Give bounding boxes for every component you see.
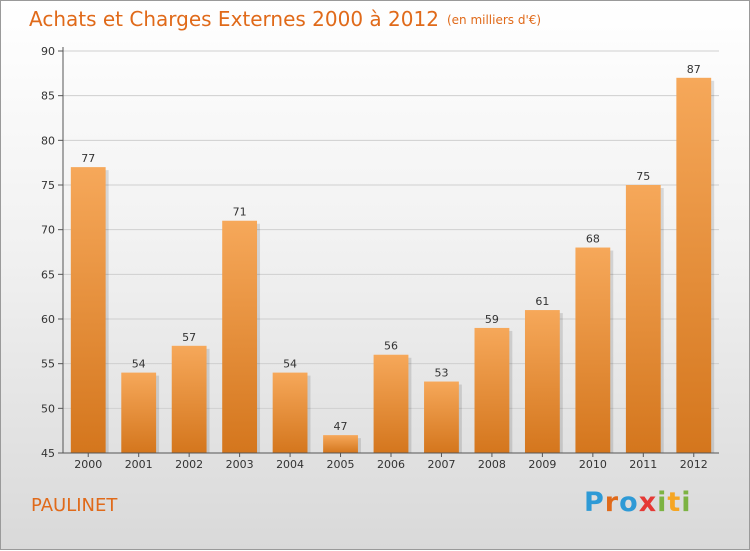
bar	[575, 247, 611, 453]
bar	[524, 310, 560, 453]
logo-letter: r	[604, 487, 620, 518]
chart-unit: (en milliers d'€)	[446, 13, 542, 27]
x-tick-label: 2003	[226, 458, 254, 471]
bar	[474, 327, 510, 453]
bar-value-label: 68	[586, 233, 600, 246]
bar	[676, 77, 712, 454]
x-tick-label: 2000	[74, 458, 102, 471]
bar	[373, 354, 409, 453]
x-tick-label: 2009	[528, 458, 556, 471]
logo-letter: P	[584, 487, 605, 518]
bar	[424, 381, 459, 453]
bar	[70, 167, 106, 453]
bar-value-label: 57	[182, 331, 196, 344]
y-tick-label: 90	[41, 45, 55, 58]
y-tick-label: 65	[41, 268, 55, 281]
commune-name: PAULINET	[31, 495, 118, 516]
bar-value-label: 54	[283, 358, 297, 371]
bar	[625, 185, 661, 453]
bar-value-label: 59	[485, 313, 499, 326]
bar-value-label: 61	[535, 295, 549, 308]
x-tick-label: 2002	[175, 458, 203, 471]
bars	[70, 77, 715, 454]
bar	[222, 220, 258, 453]
logo-letter: x	[638, 487, 658, 518]
bar-value-label: 47	[334, 420, 348, 433]
y-tick-label: 45	[41, 447, 55, 460]
logo-letter: o	[619, 487, 639, 518]
x-tick-label: 2011	[629, 458, 657, 471]
labels: 45 50 55 60 65 70 75 80 85 90 77 2000 54 2001 57 2002 71…	[41, 45, 708, 471]
logo-letter: t	[667, 487, 682, 518]
y-tick-label: 85	[41, 90, 55, 103]
chart-title: Achats et Charges Externes 2000 à 2012 (e…	[29, 7, 541, 31]
x-tick-label: 2007	[427, 458, 455, 471]
x-tick-label: 2012	[680, 458, 708, 471]
bar	[323, 435, 358, 453]
bar	[121, 372, 157, 453]
bar-value-label: 87	[687, 63, 701, 76]
logo-letter: i	[681, 487, 692, 518]
x-tick-label: 2008	[478, 458, 506, 471]
bar-value-label: 56	[384, 340, 398, 353]
x-tick-label: 2001	[125, 458, 153, 471]
x-tick-label: 2010	[579, 458, 607, 471]
bar	[171, 345, 207, 453]
y-tick-label: 75	[41, 179, 55, 192]
y-tick-label: 60	[41, 313, 55, 326]
logo-letter: i	[657, 487, 668, 518]
bar-value-label: 77	[81, 152, 95, 165]
bar-value-label: 54	[132, 358, 146, 371]
bar-value-label: 75	[636, 170, 650, 183]
y-tick-label: 70	[41, 224, 55, 237]
bar-value-label: 53	[434, 367, 448, 380]
x-tick-label: 2006	[377, 458, 405, 471]
bar	[272, 372, 308, 453]
y-tick-label: 50	[41, 402, 55, 415]
x-tick-label: 2004	[276, 458, 304, 471]
y-tick-label: 80	[41, 134, 55, 147]
y-tick-label: 55	[41, 358, 55, 371]
chart-title-text: Achats et Charges Externes 2000 à 2012	[29, 7, 439, 31]
x-tick-label: 2005	[327, 458, 355, 471]
bar-value-label: 71	[233, 206, 247, 219]
proxiti-logo: Proxiti	[584, 487, 692, 518]
axes	[58, 47, 719, 457]
